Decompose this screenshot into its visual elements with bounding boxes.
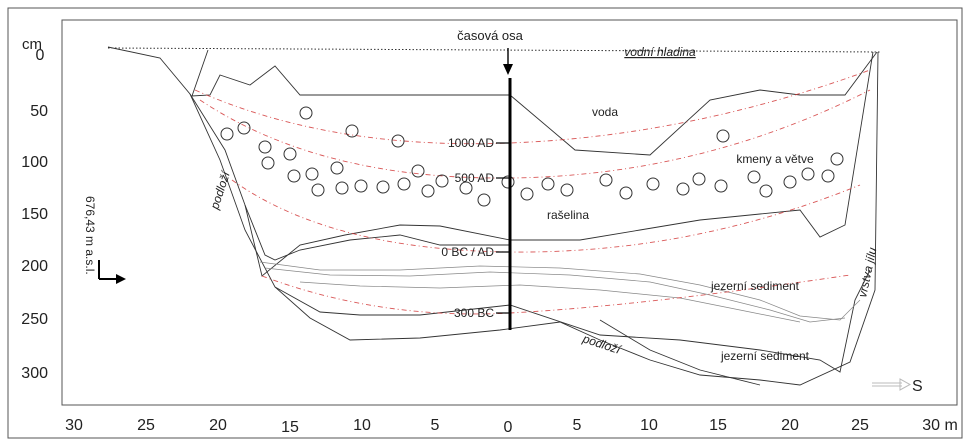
basin-outer-left	[107, 46, 879, 386]
label-bedrock-left: podloží	[207, 168, 233, 212]
time-mark-300bc: 300 BC	[454, 306, 494, 320]
x-tick: 25	[851, 417, 869, 434]
label-water: voda	[592, 105, 618, 119]
sediment-layer-lines	[259, 261, 861, 321]
time-mark-1000ad: 1000 AD	[448, 136, 494, 150]
trunk-marker	[261, 156, 275, 170]
trunk-marker	[354, 179, 368, 193]
y-tick-50: 50	[30, 103, 48, 120]
trunk-marker	[501, 175, 515, 189]
x-tick: 15	[709, 417, 727, 434]
y-tick-250: 250	[21, 311, 48, 328]
x-axis: 30 25 20 15 10 5 0 5 10 15 20 25 30 m	[65, 417, 958, 436]
x-tick: 10	[640, 417, 658, 434]
elevation-arrow-icon	[98, 260, 126, 284]
isochron-1000ad	[194, 69, 871, 145]
trunk-marker	[821, 169, 835, 183]
trunk-marker	[599, 173, 613, 187]
y-tick-0: 0	[36, 47, 45, 64]
x-unit-label: 30 m	[922, 417, 958, 434]
trunk-marker	[560, 183, 574, 197]
trunk-marker	[747, 170, 761, 184]
trunk-marker	[411, 164, 425, 178]
trunk-marker	[421, 184, 435, 198]
basin-upper-outline	[191, 49, 878, 156]
trunk-marker	[692, 172, 706, 186]
x-tick: 0	[504, 419, 513, 436]
x-tick: 30	[65, 417, 83, 434]
trunk-marker	[391, 134, 405, 148]
trunk-marker	[258, 140, 272, 154]
trunk-marker	[783, 175, 797, 189]
x-tick: 15	[281, 419, 299, 436]
peat-lower-boundary	[244, 51, 874, 277]
trunk-marker	[220, 127, 234, 141]
elevation-label: 676,43 m a.s.l.	[83, 196, 97, 275]
direction-label: S	[912, 378, 923, 395]
trunk-marker	[237, 121, 251, 135]
y-tick-200: 200	[21, 258, 48, 275]
trunk-marker	[299, 106, 313, 120]
trunk-marker	[376, 180, 390, 194]
y-unit-label: cm	[22, 36, 42, 53]
sediment-layer-lines-3	[299, 281, 801, 323]
trunk-marker	[714, 179, 728, 193]
trunk-marker	[676, 182, 690, 196]
x-tick: 5	[431, 417, 440, 434]
x-tick: 25	[137, 417, 155, 434]
x-tick: 10	[353, 417, 371, 434]
y-tick-150: 150	[21, 206, 48, 223]
trunk-marker	[459, 181, 473, 195]
trunk-marker	[646, 177, 660, 191]
sediment-lower-boundary	[274, 269, 871, 373]
trunk-marker	[801, 167, 815, 181]
label-clay-layer: vrstva jílu	[855, 246, 879, 299]
y-tick-300: 300	[21, 365, 48, 382]
label-trunks: kmeny a větve	[736, 152, 814, 166]
label-water-surface: vodní hladina	[624, 45, 696, 59]
trunk-marker	[287, 169, 301, 183]
label-lake-sediment-lower: jezerní sediment	[720, 349, 810, 363]
bedrock-bottom-curve	[599, 319, 761, 386]
label-peat: rašelina	[547, 208, 589, 222]
isochron-300bc	[261, 274, 851, 315]
trunk-marker	[330, 161, 344, 175]
label-lake-sediment-upper: jezerní sediment	[710, 279, 800, 293]
figure-frame	[7, 7, 963, 439]
trunk-marker	[477, 193, 491, 207]
time-mark-0bcad: 0 BC / AD	[441, 245, 494, 259]
trunk-marker	[305, 167, 319, 181]
x-tick: 20	[209, 417, 227, 434]
trunk-marker	[311, 183, 325, 197]
trunk-marker	[759, 184, 773, 198]
trunk-marker	[541, 177, 555, 191]
time-axis-title: časová osa	[457, 28, 524, 43]
south-arrow-icon	[872, 378, 912, 391]
trunk-marker	[830, 152, 844, 166]
trunk-marker	[283, 147, 297, 161]
plot-frame	[61, 19, 958, 406]
y-tick-100: 100	[21, 154, 48, 171]
trunk-marker	[335, 181, 349, 195]
water-surface-line	[107, 47, 881, 53]
time-mark-500ad: 500 AD	[455, 171, 495, 185]
trunk-marker	[716, 129, 730, 143]
trunks-and-branches	[220, 106, 844, 207]
trunk-marker	[345, 124, 359, 138]
trunk-marker	[397, 177, 411, 191]
y-axis: cm 0 50 100 150 200 250 300	[21, 36, 48, 382]
sediment-layer-lines-2	[264, 267, 846, 323]
x-tick: 20	[781, 417, 799, 434]
x-tick: 5	[573, 417, 582, 434]
trunk-marker	[619, 186, 633, 200]
trunk-marker	[520, 187, 534, 201]
trunk-marker	[435, 174, 449, 188]
arrow-down-icon-head	[503, 64, 513, 75]
